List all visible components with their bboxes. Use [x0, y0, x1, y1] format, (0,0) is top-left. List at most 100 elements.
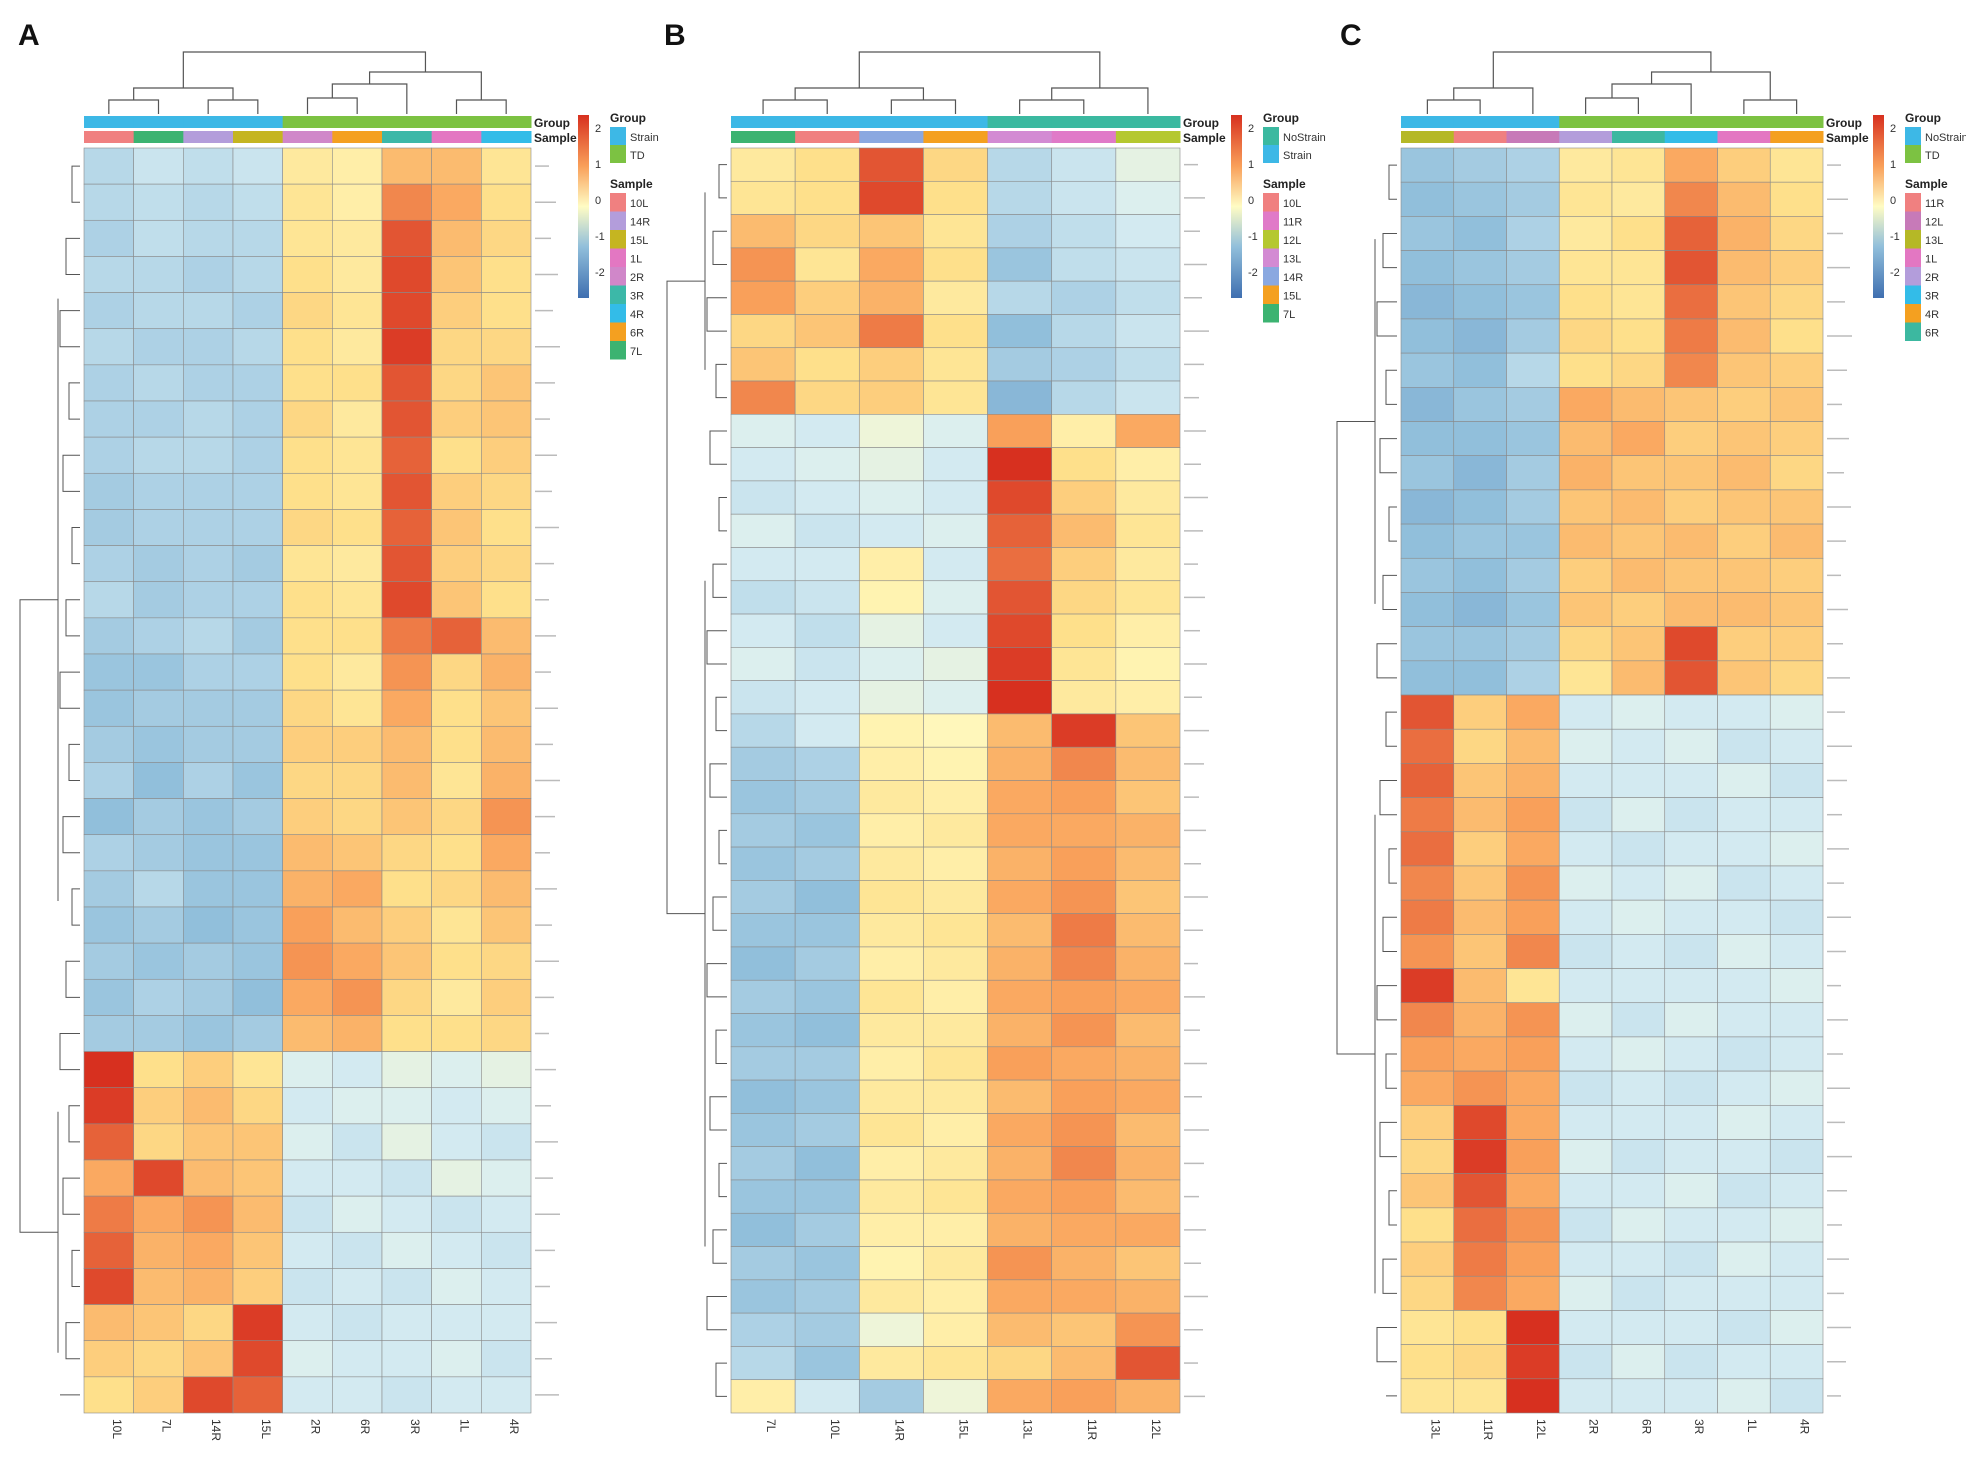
- heatmap-cell: [481, 906, 532, 944]
- heatmap-cell: [1115, 380, 1181, 415]
- row-dendrogram-link: [712, 1229, 727, 1264]
- sample-legend-label: 13L: [1283, 254, 1301, 266]
- column-label: 2R: [309, 1419, 323, 1435]
- heatmap-cell: [431, 292, 482, 330]
- heatmap-cell: [1717, 1002, 1771, 1038]
- heatmap-cell: [1453, 216, 1507, 251]
- heatmap-cell: [381, 1231, 432, 1269]
- heatmap-cell: [1769, 1104, 1824, 1140]
- heatmap-cell: [381, 798, 432, 836]
- heatmap-cell: [1400, 592, 1455, 627]
- heatmap-cell: [858, 1312, 924, 1347]
- heatmap-cell: [481, 1123, 532, 1161]
- heatmap-cell: [83, 942, 134, 980]
- heatmap-cell: [1400, 1104, 1455, 1140]
- heatmap-cell: [481, 653, 532, 691]
- heatmap-cell: [1558, 763, 1613, 798]
- color-scale-tick: 1: [1248, 159, 1254, 171]
- heatmap-cell: [133, 1195, 184, 1233]
- heatmap-cell: [1611, 1207, 1666, 1243]
- row-dendrogram-link: [62, 816, 80, 854]
- heatmap-cell: [83, 653, 134, 691]
- heatmap-cell: [1664, 865, 1718, 901]
- heatmap-cell: [481, 1015, 532, 1052]
- heatmap-cell: [987, 1046, 1053, 1081]
- row-dendrogram-link: [706, 297, 727, 332]
- group-legend-label: NoStrain: [1925, 132, 1966, 144]
- heatmap-cell: [133, 942, 184, 980]
- heatmap-cell: [332, 1015, 383, 1052]
- heatmap-cell: [431, 1268, 482, 1305]
- heatmap-cell: [282, 617, 333, 655]
- heatmap-cell: [232, 1087, 283, 1125]
- heatmap-cell: [1717, 557, 1771, 593]
- heatmap-cell: [730, 1113, 796, 1147]
- heatmap-cell: [431, 1087, 482, 1125]
- heatmap-cell: [232, 509, 283, 546]
- heatmap-cell: [431, 364, 482, 402]
- heatmap-cell: [232, 834, 283, 872]
- group-annotation-cell: [84, 116, 135, 128]
- heatmap-cell: [1769, 763, 1824, 798]
- color-scale-tick: -1: [595, 231, 605, 243]
- heatmap-cell: [282, 147, 333, 185]
- heatmap-cell: [858, 979, 924, 1014]
- heatmap-cell: [431, 1159, 482, 1197]
- heatmap-cell: [987, 180, 1053, 215]
- heatmap-cell: [730, 1312, 796, 1347]
- heatmap-cell: [232, 1123, 283, 1161]
- heatmap-cell: [1611, 1173, 1666, 1209]
- heatmap-cell: [987, 580, 1053, 615]
- heatmap-cell: [332, 1051, 383, 1089]
- color-scale-tick: -1: [1890, 231, 1900, 243]
- sample-legend-swatch: [610, 304, 626, 323]
- heatmap-cell: [730, 647, 796, 681]
- heatmap-cell: [1506, 660, 1560, 696]
- heatmap-cell: [923, 147, 988, 182]
- heatmap-cell: [1506, 1310, 1560, 1345]
- row-dendrogram-link: [1336, 421, 1375, 1055]
- heatmap-cell: [1717, 455, 1771, 491]
- heatmap-cell: [431, 545, 482, 583]
- heatmap-cell: [987, 414, 1053, 448]
- heatmap-cell: [1664, 455, 1718, 491]
- row-dendrogram-link: [715, 1362, 727, 1397]
- heatmap-cell: [431, 1195, 482, 1233]
- heatmap-cell: [1453, 1139, 1507, 1174]
- heatmap-cell: [1717, 865, 1771, 901]
- heatmap-cell: [282, 472, 333, 510]
- heatmap-cell: [987, 347, 1053, 382]
- sample-annotation-cell: [84, 131, 135, 143]
- sample-legend-swatch: [610, 341, 626, 360]
- heatmap-cell: [1453, 147, 1507, 183]
- sample-annotation-cell: [1453, 131, 1507, 143]
- heatmap-cell: [1717, 694, 1771, 730]
- heatmap-cell: [232, 1159, 283, 1197]
- heatmap-cell: [1769, 1241, 1824, 1277]
- heatmap-cell: [431, 1051, 482, 1089]
- heatmap-cell: [133, 1304, 184, 1342]
- sample-legend-label: 7L: [630, 346, 642, 358]
- sample-legend-swatch: [1905, 211, 1921, 230]
- heatmap-cell: [83, 725, 134, 763]
- heatmap-cell: [1051, 1146, 1117, 1181]
- heatmap-cell: [381, 545, 432, 583]
- heatmap-cell: [282, 328, 333, 366]
- sample-legend-label: 10L: [630, 198, 648, 210]
- panel-label: A: [18, 19, 40, 52]
- sample-legend-swatch: [610, 248, 626, 267]
- heatmap-cell: [1400, 1310, 1455, 1345]
- heatmap-cell: [381, 617, 432, 655]
- heatmap-cell: [1115, 979, 1181, 1014]
- heatmap-cell: [987, 1146, 1053, 1181]
- heatmap-cell: [232, 1340, 283, 1378]
- heatmap-cell: [1558, 797, 1613, 833]
- heatmap-cell: [282, 1015, 333, 1052]
- heatmap-cell: [232, 617, 283, 655]
- heatmap-cell: [431, 1231, 482, 1269]
- heatmap-cell: [1717, 1207, 1771, 1243]
- row-dendrogram-link: [1376, 1327, 1397, 1363]
- heatmap-cell: [1717, 250, 1771, 286]
- heatmap-cell: [381, 689, 432, 727]
- row-dendrogram-link: [712, 230, 727, 266]
